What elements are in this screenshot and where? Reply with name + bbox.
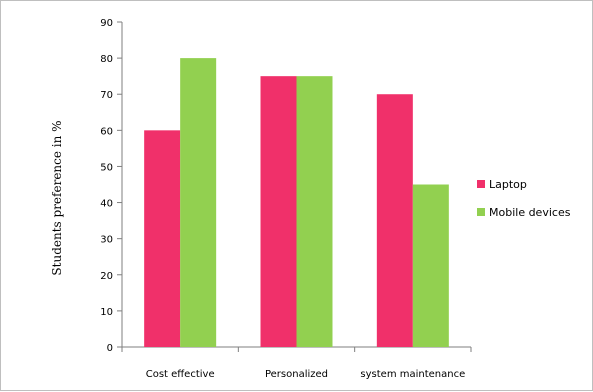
- y-tick-label: 60: [100, 126, 113, 137]
- bar-laptop-2: [260, 76, 297, 348]
- plot-area: 0 10 20 30 40 50 60 70 80 90 Cost effective Persona…: [100, 18, 570, 380]
- y-tick-label: 50: [100, 162, 113, 173]
- bar-laptop-3: [376, 94, 413, 347]
- bar-mobile-devices-2: [296, 76, 333, 348]
- legend-swatch: [477, 208, 485, 216]
- x-category-label: Cost effective: [146, 369, 215, 380]
- x-category-label: Personalized: [265, 369, 328, 380]
- y-tick-label: 20: [100, 271, 113, 282]
- legend-label: Laptop: [489, 178, 527, 191]
- bar-laptop-1: [144, 130, 181, 347]
- y-tick-label: 0: [107, 343, 113, 354]
- y-tick-label: 30: [100, 235, 113, 246]
- bar-mobile-devices-1: [180, 58, 217, 347]
- y-tick-label: 80: [100, 54, 113, 65]
- y-tick-label: 90: [100, 18, 113, 29]
- y-axis-title: Students preference in %: [50, 120, 64, 275]
- legend-label: Mobile devices: [489, 206, 571, 219]
- legend-swatch: [477, 180, 485, 188]
- y-tick-label: 70: [100, 90, 113, 101]
- y-tick-label: 10: [100, 307, 113, 318]
- x-category-label: system maintenance: [360, 369, 465, 380]
- bar-mobile-devices-3: [412, 184, 449, 347]
- y-tick-label: 40: [100, 199, 113, 210]
